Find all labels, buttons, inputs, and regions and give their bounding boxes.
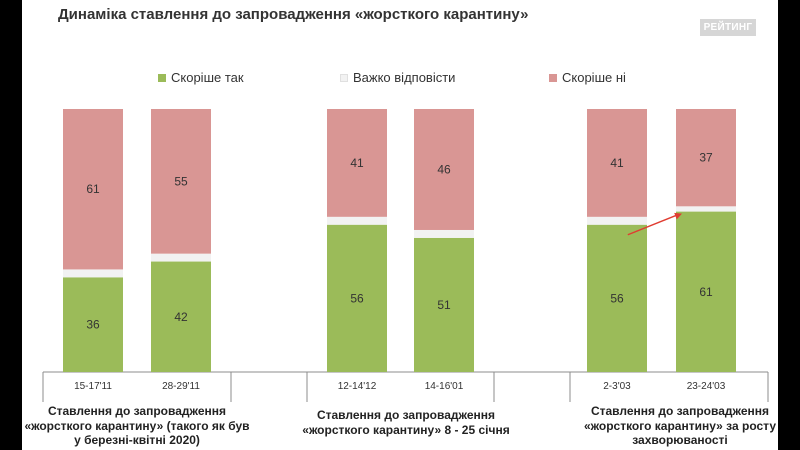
data-label-yes: 42 — [174, 310, 188, 324]
legend-label-hard-to-say: Важко відповісти — [353, 70, 456, 85]
x-tick-label: 12-14'12 — [338, 381, 377, 392]
legend-swatch-no — [549, 74, 557, 82]
legend-label-no: Скоріше ні — [562, 70, 626, 85]
data-label-no: 55 — [174, 174, 188, 188]
x-tick-label: 15-17'11 — [74, 381, 112, 392]
x-tick-label: 23-24'03 — [687, 381, 726, 392]
data-label-no: 41 — [350, 156, 364, 170]
bar-segment-yes — [587, 224, 647, 372]
group-label-rising-incidence: Ставлення до запровадження «жорсткого ка… — [570, 404, 778, 448]
legend-item-hard-to-say: Важко відповісти — [340, 70, 455, 85]
bar-segment-yes — [151, 261, 211, 372]
bar-segment-no — [676, 109, 736, 207]
stacked-bar-chart: 36 61 15-17'11 42 55 28-29'11 56 41 12-14'12 51 46… — [42, 109, 769, 402]
bar-segment-hard-to-say — [676, 206, 736, 212]
group-label-line: «жорсткого карантину» за росту — [583, 418, 777, 433]
bar-segment-yes — [676, 211, 736, 372]
legend-label-yes: Скоріше так — [171, 70, 244, 85]
bar-segment-hard-to-say — [587, 216, 647, 225]
data-label-yes: 56 — [610, 291, 624, 305]
bar-segment-no — [587, 109, 647, 217]
legend-swatch-yes — [158, 74, 166, 82]
bar-segment-no — [63, 109, 123, 270]
x-tick-label: 28-29'11 — [162, 381, 200, 392]
reyting-logo: РЕЙТИНГ — [700, 19, 756, 36]
bar-segment-yes — [327, 224, 387, 372]
legend-swatch-hard-to-say — [340, 74, 348, 82]
legend-item-no: Скоріше ні — [549, 70, 626, 85]
group-label-march-april: Ставлення до запровадження «жорсткого ка… — [24, 404, 250, 448]
bar-segment-no — [327, 109, 387, 217]
bar-segment-hard-to-say — [327, 216, 387, 225]
bar-segment-yes — [414, 237, 474, 372]
slide: Динаміка ставлення до запровадження «жор… — [22, 0, 778, 450]
group-label-line: «жорсткого карантину» 8 - 25 січня — [302, 422, 510, 437]
data-label-yes: 61 — [699, 285, 713, 299]
data-label-yes: 36 — [86, 318, 100, 332]
data-label-no: 37 — [699, 151, 713, 165]
group-label-line: захворюваності — [632, 433, 728, 447]
bar-segment-no — [414, 109, 474, 230]
trend-arrow-line — [627, 214, 678, 236]
bar-segment-no — [151, 109, 211, 254]
group-label-line: «жорсткого карантину» (такого як був — [24, 418, 250, 433]
bar-segment-hard-to-say — [414, 229, 474, 238]
group-label-line: Ставлення до запровадження — [590, 404, 770, 418]
bar-segment-hard-to-say — [63, 269, 123, 278]
group-label-line: Ставлення до запровадження — [47, 404, 227, 418]
group-label-line: Ставлення до запровадження — [316, 408, 496, 422]
trend-arrow-head — [674, 212, 682, 220]
data-label-no: 61 — [86, 182, 100, 196]
data-label-yes: 56 — [350, 291, 364, 305]
bar-segment-yes — [63, 277, 123, 372]
data-label-no: 41 — [610, 156, 624, 170]
data-label-no: 46 — [437, 162, 451, 176]
x-tick-label: 14-16'01 — [425, 381, 464, 392]
group-label-january: Ставлення до запровадження «жорсткого ка… — [296, 408, 516, 437]
bar-segment-hard-to-say — [151, 253, 211, 262]
data-label-yes: 51 — [437, 298, 451, 312]
legend-item-yes: Скоріше так — [158, 70, 244, 85]
x-tick-label: 2-3'03 — [603, 381, 631, 392]
chart-title: Динаміка ставлення до запровадження «жор… — [58, 6, 529, 23]
group-label-line: у березні-квітні 2020) — [74, 433, 200, 447]
